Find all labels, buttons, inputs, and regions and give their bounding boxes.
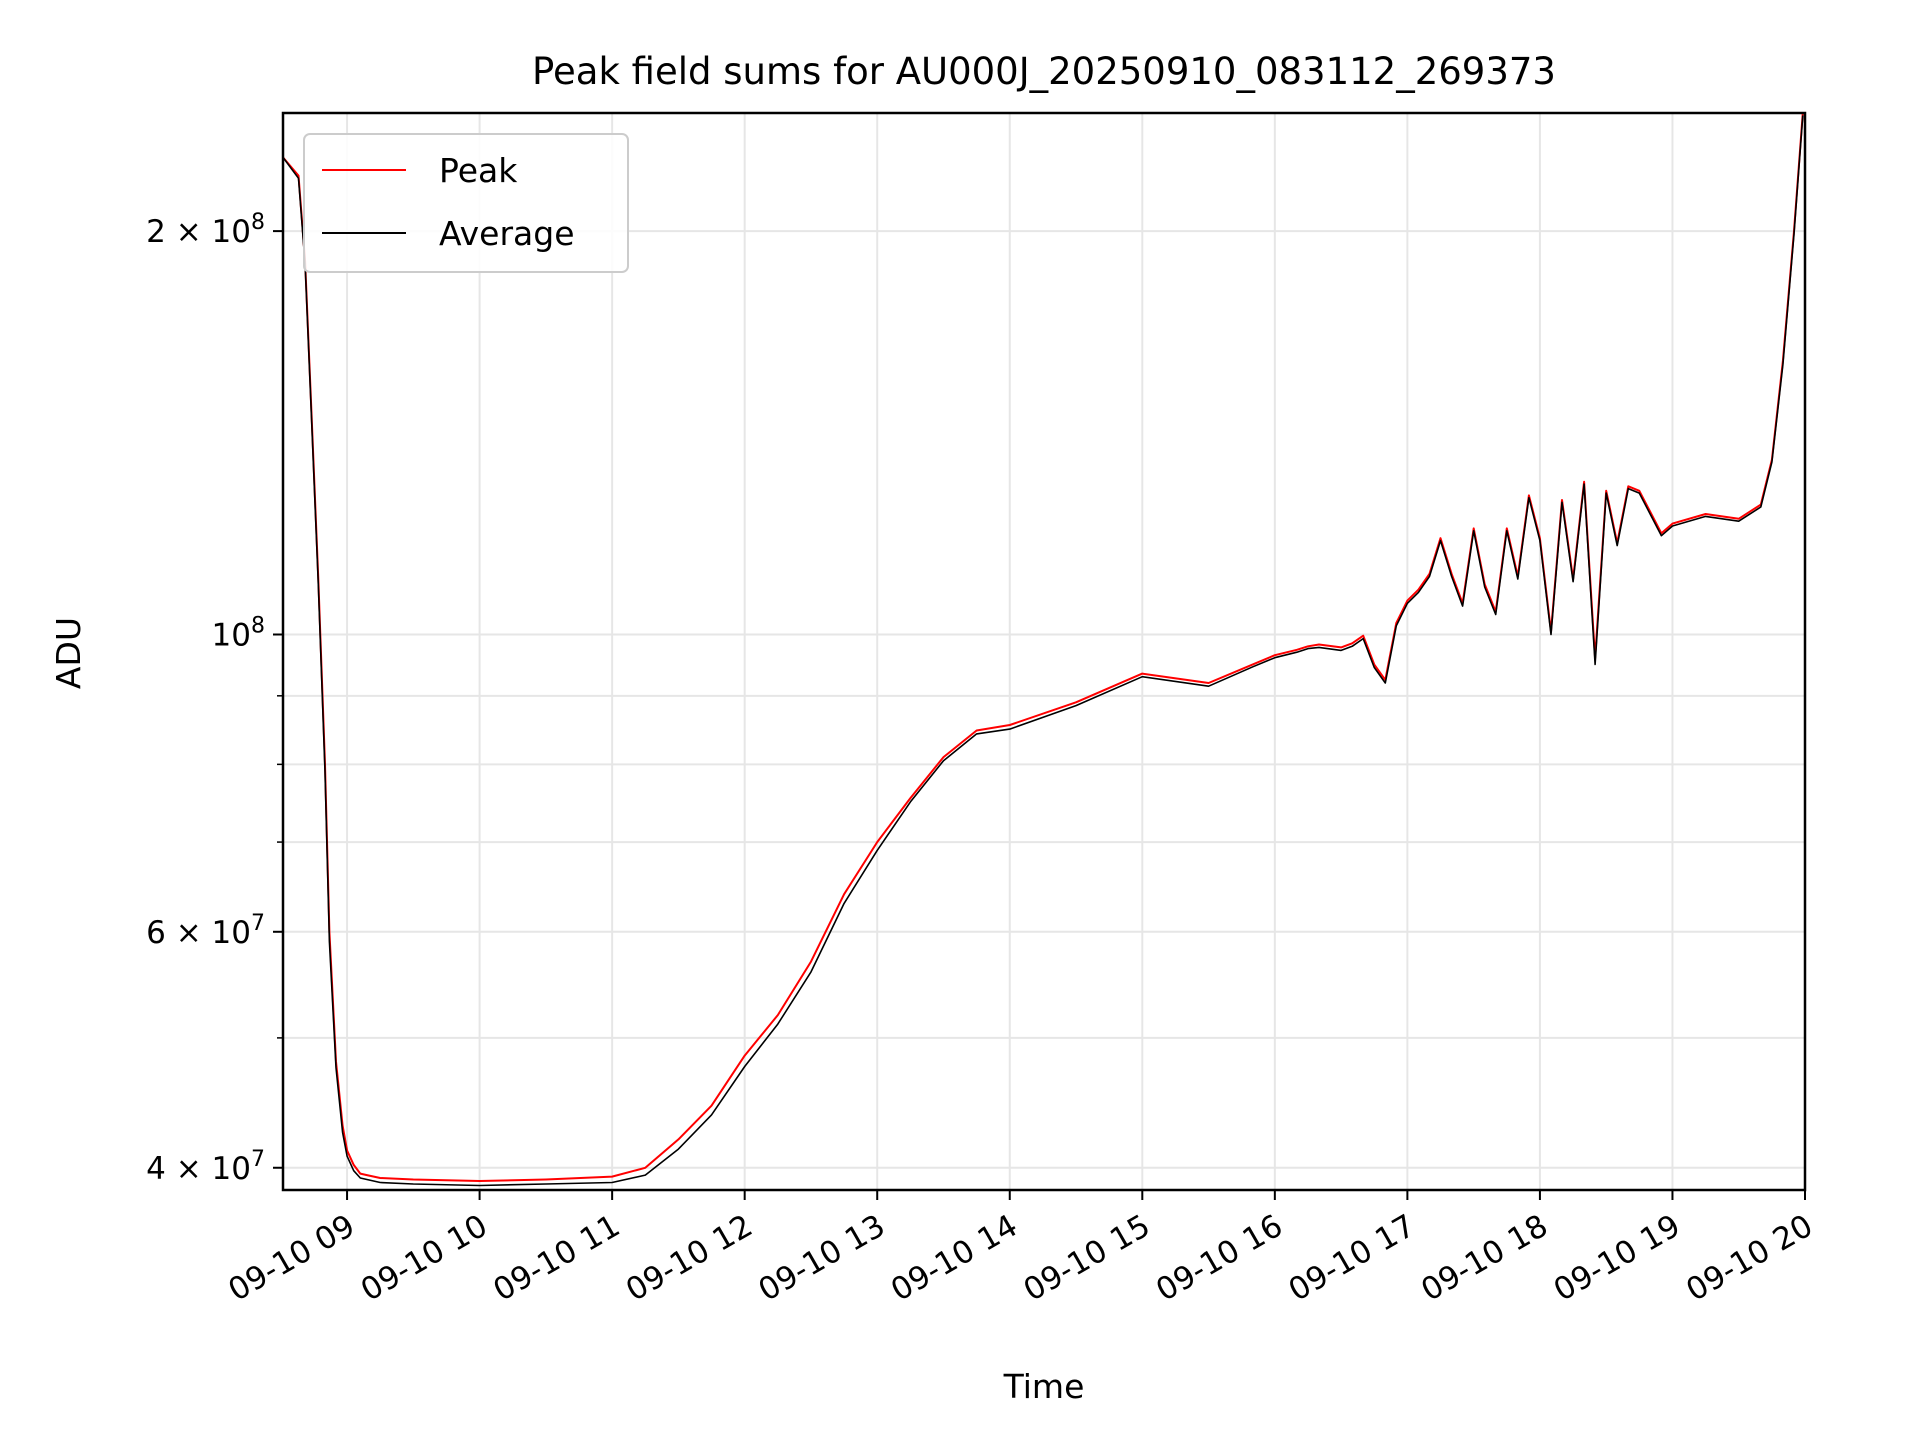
y-tick-label: 108 <box>212 613 265 653</box>
legend-label-average: Average <box>439 214 575 253</box>
legend-label-peak: Peak <box>439 151 518 190</box>
chart-title: Peak field sums for AU000J_20250910_0831… <box>532 50 1556 93</box>
legend-box <box>303 133 629 273</box>
y-tick-label: 2 × 108 <box>146 210 265 250</box>
legend: Peak Average <box>303 133 629 273</box>
y-tick-label: 6 × 107 <box>146 911 265 951</box>
y-tick-label: 4 × 107 <box>146 1147 265 1187</box>
series-line-average <box>282 115 1804 1187</box>
y-axis: 4 × 107 6 × 107 108 2 × 108 <box>146 210 283 1187</box>
plot-lines <box>282 112 1804 1187</box>
plot-frame <box>281 111 1807 1192</box>
x-axis-label: Time <box>1003 1367 1085 1406</box>
y-axis-label: ADU <box>49 617 88 689</box>
